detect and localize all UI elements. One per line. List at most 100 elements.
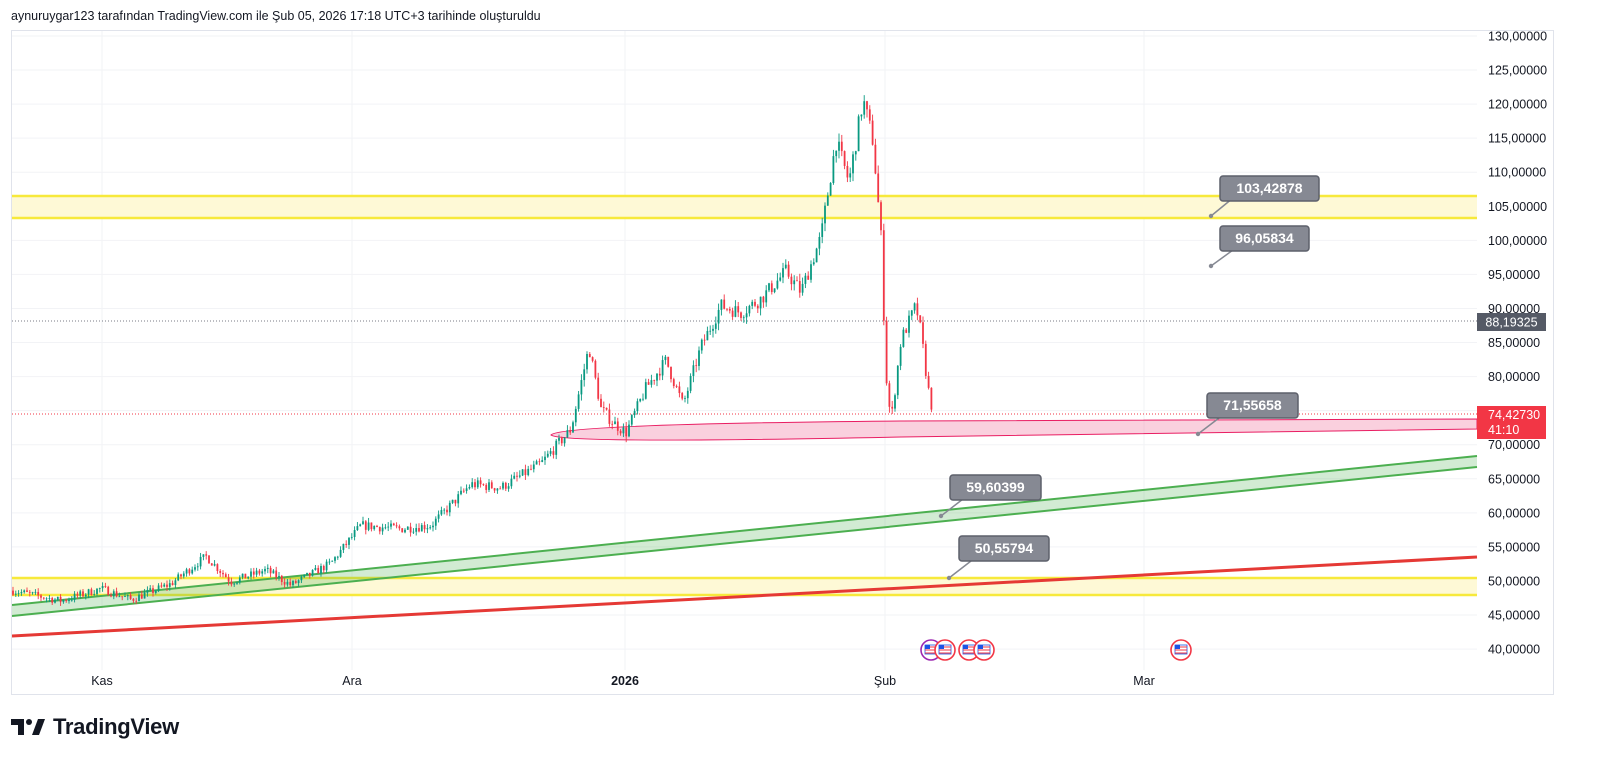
candle[interactable] bbox=[552, 446, 555, 459]
candle[interactable] bbox=[42, 597, 45, 600]
candle[interactable] bbox=[17, 590, 20, 597]
candle[interactable] bbox=[157, 583, 160, 593]
candle[interactable] bbox=[261, 568, 264, 577]
candle[interactable] bbox=[238, 575, 241, 585]
candle[interactable] bbox=[882, 223, 885, 326]
yellow-resistance-zone[interactable] bbox=[12, 196, 1477, 218]
candle[interactable] bbox=[37, 588, 40, 600]
candle[interactable] bbox=[572, 420, 574, 433]
candle[interactable] bbox=[364, 520, 367, 535]
candle[interactable] bbox=[446, 505, 448, 516]
candle[interactable] bbox=[695, 358, 698, 373]
candle[interactable] bbox=[28, 589, 31, 597]
candle[interactable] bbox=[709, 325, 712, 335]
candle[interactable] bbox=[770, 280, 773, 295]
candle[interactable] bbox=[283, 578, 286, 588]
candle[interactable] bbox=[51, 596, 54, 605]
candle[interactable] bbox=[233, 582, 236, 587]
candle[interactable] bbox=[899, 344, 902, 371]
candle[interactable] bbox=[611, 420, 614, 430]
candle[interactable] bbox=[642, 393, 644, 402]
candle[interactable] bbox=[798, 273, 801, 298]
candle[interactable] bbox=[908, 310, 910, 338]
candle[interactable] bbox=[317, 565, 320, 574]
candle[interactable] bbox=[922, 316, 924, 349]
candle[interactable] bbox=[401, 527, 404, 533]
candle[interactable] bbox=[488, 478, 490, 492]
price-axis[interactable]: 130,00000 125,00000 120,00000 115,00000 110,… bbox=[1488, 31, 1547, 657]
candle[interactable] bbox=[530, 464, 532, 471]
candle[interactable] bbox=[824, 202, 826, 232]
candle[interactable] bbox=[563, 437, 566, 447]
candle[interactable] bbox=[138, 592, 140, 602]
callout-103[interactable]: 103,42878 bbox=[1208, 175, 1320, 219]
red-trend-line[interactable] bbox=[12, 555, 1478, 638]
candle[interactable] bbox=[54, 597, 56, 604]
candle[interactable] bbox=[65, 598, 68, 603]
candle[interactable] bbox=[600, 394, 602, 408]
candle[interactable] bbox=[804, 272, 807, 289]
candle[interactable] bbox=[577, 390, 580, 412]
candle[interactable] bbox=[280, 574, 283, 586]
candle[interactable] bbox=[443, 508, 446, 515]
candle[interactable] bbox=[608, 403, 611, 427]
candle[interactable] bbox=[328, 558, 331, 565]
tradingview-logo[interactable]: TradingView bbox=[11, 714, 179, 740]
candle[interactable] bbox=[409, 522, 412, 537]
candle[interactable] bbox=[210, 563, 213, 566]
candle[interactable] bbox=[278, 571, 280, 581]
candle[interactable] bbox=[527, 465, 530, 477]
candle[interactable] bbox=[885, 316, 888, 386]
candle[interactable] bbox=[482, 483, 485, 486]
candle[interactable] bbox=[292, 579, 294, 588]
candle[interactable] bbox=[558, 434, 560, 445]
candle[interactable] bbox=[569, 426, 572, 435]
candle[interactable] bbox=[619, 429, 622, 436]
candle[interactable] bbox=[362, 516, 364, 525]
candle[interactable] bbox=[196, 563, 199, 571]
candle[interactable] bbox=[434, 516, 437, 530]
candle[interactable] bbox=[485, 483, 488, 494]
candle[interactable] bbox=[177, 572, 180, 582]
candle[interactable] bbox=[185, 567, 188, 577]
candle[interactable] bbox=[916, 297, 919, 321]
candle[interactable] bbox=[843, 150, 846, 170]
candle[interactable] bbox=[126, 594, 129, 601]
candle[interactable] bbox=[838, 133, 840, 159]
candle[interactable] bbox=[168, 579, 171, 591]
candle[interactable] bbox=[454, 499, 457, 507]
candle[interactable] bbox=[325, 559, 328, 573]
candle[interactable] bbox=[457, 490, 460, 508]
candle[interactable] bbox=[448, 500, 451, 517]
candle[interactable] bbox=[614, 416, 616, 425]
candle[interactable] bbox=[182, 571, 185, 579]
candle[interactable] bbox=[518, 470, 521, 479]
candle[interactable] bbox=[230, 577, 233, 587]
candle[interactable] bbox=[34, 589, 37, 595]
callout-59[interactable]: 59,60399 bbox=[938, 474, 1042, 519]
candle[interactable] bbox=[574, 406, 577, 427]
candle[interactable] bbox=[339, 546, 342, 558]
candle[interactable] bbox=[765, 285, 768, 307]
candle[interactable] bbox=[255, 567, 258, 578]
candle[interactable] bbox=[742, 315, 745, 323]
candle[interactable] bbox=[538, 458, 541, 466]
candle[interactable] bbox=[451, 499, 454, 505]
candle[interactable] bbox=[919, 315, 922, 324]
candle[interactable] bbox=[476, 477, 479, 489]
candle[interactable] bbox=[45, 597, 48, 603]
candle[interactable] bbox=[381, 523, 384, 535]
candle[interactable] bbox=[555, 438, 558, 460]
candle[interactable] bbox=[300, 575, 303, 584]
candle[interactable] bbox=[717, 303, 720, 331]
candle[interactable] bbox=[768, 282, 770, 293]
candle[interactable] bbox=[793, 275, 796, 291]
candle[interactable] bbox=[874, 138, 877, 175]
candle[interactable] bbox=[896, 365, 899, 400]
candle[interactable] bbox=[367, 517, 370, 532]
candle[interactable] bbox=[213, 560, 216, 567]
candle[interactable] bbox=[583, 363, 586, 387]
candle[interactable] bbox=[395, 522, 398, 529]
candle[interactable] bbox=[658, 367, 661, 381]
candle[interactable] bbox=[320, 563, 322, 577]
